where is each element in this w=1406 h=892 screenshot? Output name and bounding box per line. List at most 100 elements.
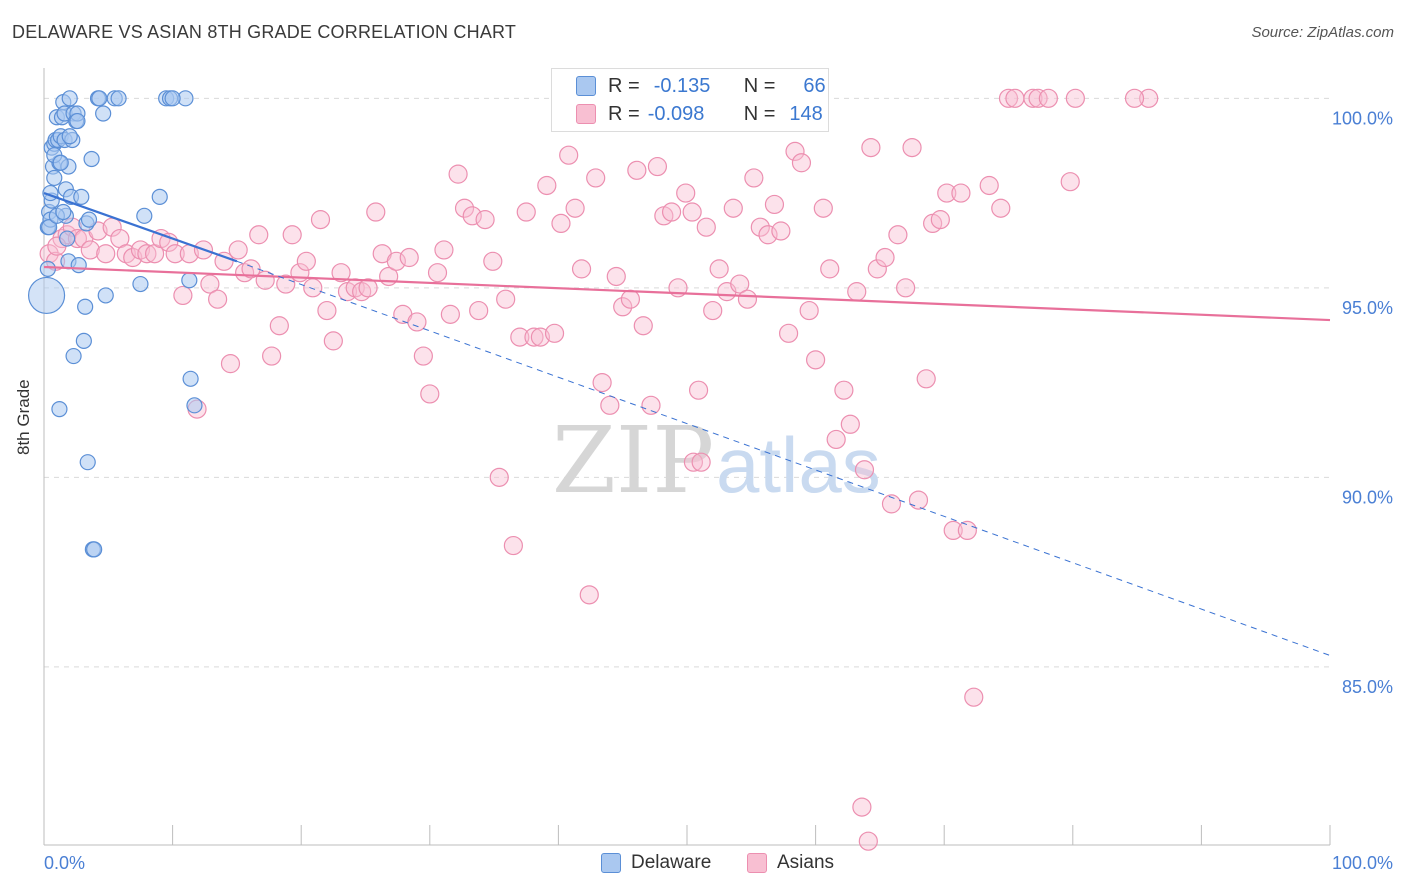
trend-lines	[43, 192, 1331, 656]
tick-labels: 85.0% 90.0% 95.0% 100.0% 0.0% 100.0%	[44, 108, 1393, 873]
asians-point	[682, 202, 702, 222]
asians-point	[220, 354, 241, 374]
asians-point	[282, 225, 302, 245]
delaware-point	[65, 347, 82, 365]
asians-point	[1065, 88, 1085, 108]
asians-point	[228, 240, 248, 260]
axes	[43, 68, 1331, 846]
asians-point	[661, 202, 682, 222]
chart-title: DELAWARE VS ASIAN 8TH GRADE CORRELATION …	[12, 22, 517, 42]
asians-point	[620, 289, 641, 309]
asians-point	[530, 327, 550, 347]
delaware-point	[61, 90, 78, 107]
delaware-point	[52, 154, 69, 171]
asians-point	[469, 300, 489, 321]
delaware-legend-label: Delaware	[631, 852, 712, 873]
asians-point	[269, 316, 289, 336]
asians-point	[427, 263, 448, 283]
x-tick-label-min: 0.0%	[44, 853, 85, 873]
asians-point	[633, 316, 653, 336]
asians-point	[366, 202, 386, 222]
asians-point	[165, 244, 185, 264]
asians-point	[448, 164, 468, 184]
asians-point	[771, 221, 791, 241]
asians-point	[826, 429, 846, 450]
asians-point	[943, 520, 963, 541]
asians-point	[600, 395, 620, 415]
delaware-point	[27, 276, 66, 315]
asians-point	[565, 198, 585, 218]
asians-points	[39, 88, 1159, 851]
asians-point	[791, 153, 812, 173]
asians-point	[737, 289, 758, 309]
asians-point	[908, 490, 929, 510]
delaware-point	[70, 256, 87, 274]
delaware-point	[110, 90, 127, 107]
legend-item-delaware: Delaware	[601, 852, 711, 874]
y-tick-label: 95.0%	[1342, 298, 1393, 318]
y-tick-label: 100.0%	[1332, 108, 1393, 128]
asians-point	[723, 198, 743, 218]
asians-point	[358, 278, 378, 298]
legend-r-label: R =	[608, 102, 640, 125]
asians-point	[979, 175, 999, 196]
asians-point	[902, 137, 922, 158]
asians-point	[559, 145, 579, 165]
delaware-point	[39, 260, 56, 277]
delaware-point	[86, 541, 103, 558]
asians-point	[951, 183, 971, 203]
delaware-point	[75, 332, 92, 349]
asians-point	[489, 467, 509, 487]
delaware-point	[41, 219, 58, 236]
asians-point	[592, 372, 612, 393]
asians-point	[991, 198, 1011, 218]
asians-point	[703, 300, 723, 321]
asians-point	[214, 251, 234, 271]
asians-point	[930, 210, 950, 230]
delaware-point	[46, 169, 63, 187]
asians-point	[524, 327, 544, 347]
asians-point	[764, 194, 785, 215]
legend-row-asians: R = -0.098 N = 148	[576, 101, 823, 127]
legend-item-asians: Asians	[747, 852, 834, 874]
asians-point	[1028, 88, 1048, 108]
delaware-point	[132, 275, 149, 293]
asians-point	[96, 244, 116, 264]
delaware-point	[61, 128, 78, 145]
asians-point	[676, 183, 696, 203]
asians-point	[420, 384, 440, 404]
asians-point	[317, 300, 337, 321]
asians-point	[579, 585, 599, 605]
asians-point	[310, 210, 331, 230]
asians-point	[888, 225, 908, 245]
delaware-point	[91, 90, 108, 107]
asians-point	[483, 251, 503, 271]
delaware-point	[73, 188, 90, 205]
asians-point	[834, 380, 854, 400]
legend-n-value: 148	[789, 102, 823, 125]
legend-r-value: -0.135	[653, 74, 711, 97]
asians-point	[434, 240, 454, 260]
asians-point	[964, 687, 984, 707]
delaware-point	[83, 150, 100, 168]
asians-point	[173, 285, 193, 306]
asians-point	[709, 259, 729, 279]
asians-point	[537, 175, 557, 196]
asians-point	[854, 460, 875, 480]
asians-point	[896, 278, 916, 298]
y-tick-label: 90.0%	[1342, 487, 1393, 507]
asians-point	[496, 289, 516, 309]
legend-n-label: N =	[743, 102, 776, 125]
asians-point	[937, 183, 957, 203]
asians-point	[510, 327, 530, 347]
asians-point	[323, 331, 343, 351]
asians-point	[454, 198, 475, 218]
delaware-point	[182, 370, 199, 387]
asians-legend-swatch	[747, 853, 767, 873]
delaware-trend-line	[43, 192, 238, 263]
legend-r-label: R =	[608, 74, 640, 97]
legend-n-value: 66	[803, 74, 826, 97]
delaware-point	[95, 105, 112, 122]
watermark-zip: ZIP	[552, 407, 714, 514]
asians-point	[696, 217, 716, 237]
